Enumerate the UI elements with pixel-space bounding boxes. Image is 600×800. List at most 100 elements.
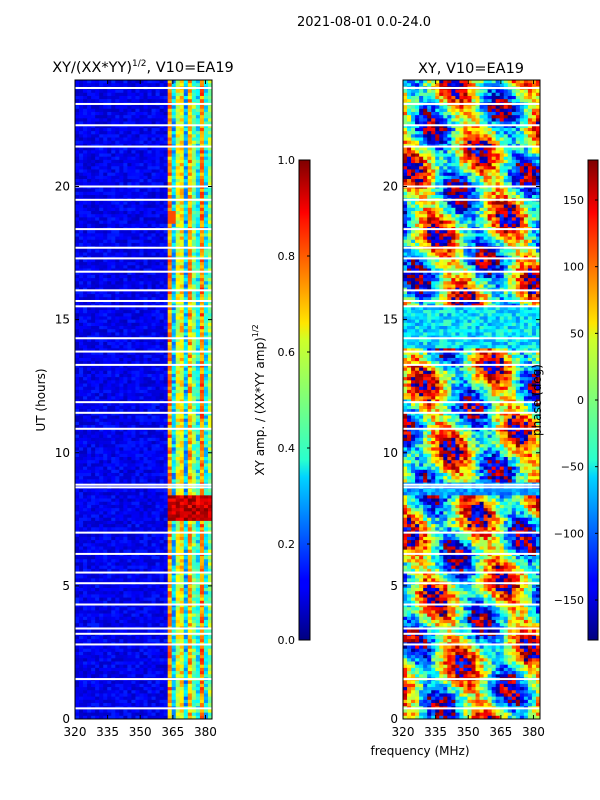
amp-heatmap-cell	[167, 501, 173, 506]
amp-heatmap-cell	[187, 233, 193, 237]
amp-heatmap-cell	[167, 268, 173, 273]
amp-heatmap-cell	[203, 322, 209, 327]
amp-heatmap-cell	[87, 271, 92, 276]
amp-heatmap-cell	[159, 294, 165, 298]
amp-heatmap-cell	[115, 239, 120, 244]
amp-heatmap-cell	[83, 124, 88, 129]
amp-heatmap-cell	[171, 383, 177, 388]
amp-heatmap-cell	[167, 80, 173, 84]
amp-heatmap-cell	[195, 163, 201, 167]
amp-heatmap-cell	[183, 239, 189, 244]
amp-heatmap-cell	[103, 357, 108, 362]
amp-heatmap-cell	[171, 118, 177, 122]
amp-heatmap-cell	[139, 437, 144, 442]
amp-heatmap-cell	[99, 514, 104, 519]
amp-heatmap-cell	[127, 294, 132, 298]
amp-heatmap-cell	[87, 476, 92, 480]
amp-heatmap-cell	[199, 278, 205, 282]
amp-heatmap-cell	[79, 124, 84, 129]
amp-heatmap-cell	[95, 188, 100, 193]
amp-heatmap-cell	[115, 249, 120, 253]
amp-heatmap-cell	[163, 230, 169, 234]
amp-heatmap-cell	[187, 214, 193, 218]
amp-heatmap-cell	[107, 354, 112, 359]
amp-heatmap-cell	[123, 99, 128, 103]
amp-heatmap-cell	[123, 479, 128, 483]
amp-heatmap-cell	[103, 457, 108, 461]
amp-heatmap-cell	[147, 182, 152, 186]
amp-heatmap-cell	[203, 373, 209, 378]
amp-heatmap-cell	[159, 147, 165, 151]
amp-heatmap-cell	[155, 188, 161, 193]
amp-heatmap-cell	[127, 348, 132, 352]
amp-heatmap-cell	[203, 89, 209, 94]
amp-heatmap-cell	[83, 533, 88, 538]
amp-heatmap-cell	[99, 396, 104, 400]
amp-heatmap-cell	[179, 495, 185, 499]
amp-heatmap-cell	[87, 175, 92, 180]
amp-heatmap-cell	[103, 364, 108, 368]
amp-heatmap-cell	[203, 258, 209, 263]
amp-heatmap-cell	[131, 457, 136, 461]
amp-heatmap-cell	[167, 361, 173, 365]
amp-heatmap-cell	[135, 341, 140, 346]
amp-heatmap-cell	[183, 290, 189, 295]
amp-heatmap-cell	[191, 89, 197, 94]
amp-heatmap-cell	[123, 179, 128, 183]
amp-heatmap-cell	[183, 220, 189, 225]
amp-heatmap-cell	[191, 492, 197, 496]
amp-heatmap-cell	[87, 124, 92, 129]
amp-heatmap-cell	[111, 153, 116, 158]
amp-heatmap-cell	[147, 111, 152, 116]
amp-heatmap-cell	[83, 252, 88, 257]
amp-heatmap-cell	[151, 540, 156, 544]
amp-heatmap-cell	[171, 393, 177, 397]
amp-heatmap-cell	[127, 428, 132, 432]
amp-heatmap-cell	[75, 217, 80, 221]
amp-heatmap-cell	[167, 300, 173, 305]
amp-heatmap-cell	[103, 153, 108, 158]
amp-heatmap-cell	[107, 195, 112, 199]
amp-heatmap-cell	[131, 409, 136, 413]
amp-heatmap-cell	[179, 220, 185, 225]
amp-heatmap-cell	[87, 543, 92, 547]
amp-heatmap-cell	[135, 175, 140, 180]
amp-heatmap-cell	[87, 373, 92, 378]
amp-heatmap-cell	[187, 508, 193, 512]
amp-heatmap-cell	[195, 188, 201, 193]
amp-heatmap-cell	[143, 396, 148, 400]
amp-heatmap-cell	[147, 281, 152, 285]
amp-heatmap-cell	[99, 361, 104, 365]
amp-heatmap-cell	[155, 453, 161, 458]
amp-heatmap-cell	[207, 492, 213, 496]
amp-heatmap-cell	[135, 262, 140, 266]
amp-heatmap-cell	[159, 536, 165, 541]
amp-heatmap-cell	[163, 95, 169, 100]
amp-heatmap-cell	[79, 278, 84, 282]
amp-heatmap-cell	[199, 188, 205, 193]
amp-heatmap-cell	[103, 214, 108, 218]
amp-heatmap-cell	[179, 217, 185, 221]
amp-heatmap-cell	[195, 281, 201, 285]
amp-heatmap-cell	[203, 527, 209, 531]
amp-heatmap-cell	[91, 281, 96, 285]
amp-heatmap-cell	[167, 457, 173, 461]
amp-heatmap-cell	[171, 431, 177, 436]
amp-heatmap-cell	[91, 147, 96, 151]
amp-heatmap-cell	[171, 306, 177, 311]
amp-heatmap-cell	[199, 159, 205, 164]
amp-heatmap-cell	[83, 361, 88, 365]
amp-heatmap-cell	[123, 428, 128, 432]
amp-heatmap-cell	[83, 463, 88, 467]
amp-heatmap-cell	[99, 105, 104, 110]
amp-heatmap-cell	[171, 447, 177, 452]
amp-heatmap-cell	[187, 268, 193, 273]
amp-heatmap-cell	[167, 345, 173, 349]
amp-heatmap-cell	[207, 204, 213, 209]
amp-heatmap-cell	[163, 214, 169, 218]
amp-heatmap-cell	[167, 265, 173, 269]
amp-heatmap-cell	[155, 313, 161, 317]
amp-heatmap-cell	[83, 322, 88, 327]
amp-heatmap-cell	[171, 89, 177, 94]
amp-heatmap-cell	[155, 220, 161, 225]
